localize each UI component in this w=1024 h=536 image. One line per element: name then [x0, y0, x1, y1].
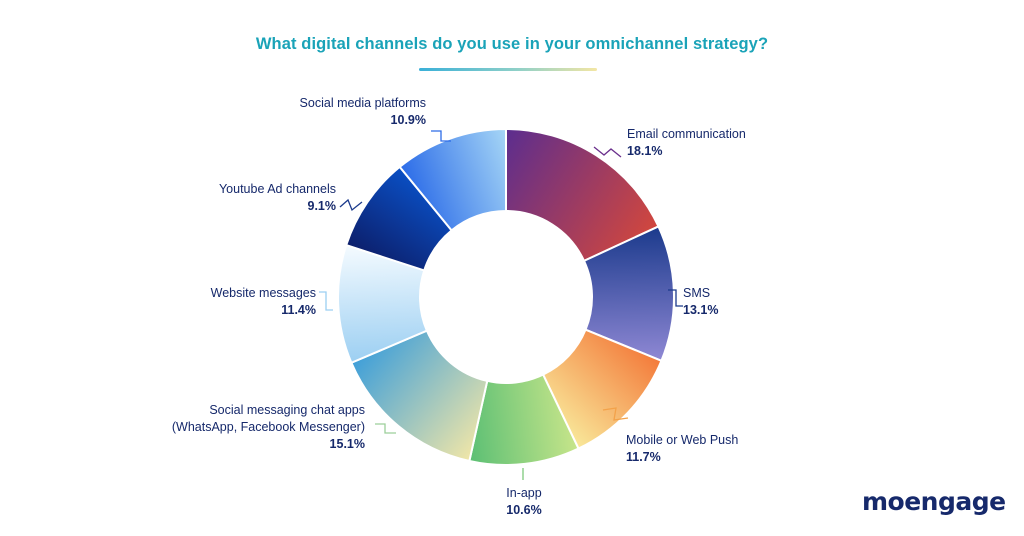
- moengage-logo: moengage: [862, 487, 1006, 516]
- slice-label: Social messaging chat apps (WhatsApp, Fac…: [172, 402, 365, 453]
- slice-percent: 11.4%: [281, 303, 316, 317]
- slice-label-text: Mobile or Web Push: [626, 433, 739, 447]
- connector-line: [602, 407, 629, 421]
- slice-label-text: Email communication: [627, 127, 746, 141]
- slice-label-text: Youtube Ad channels: [218, 182, 336, 196]
- slice-label: Mobile or Web Push 11.7%: [626, 432, 738, 466]
- slice-label-text: SMS: [683, 286, 711, 300]
- slice-percent: 13.1%: [683, 303, 719, 317]
- slice-label-text: Social media platforms: [299, 96, 426, 110]
- slice-percent: 10.9%: [390, 113, 426, 127]
- slice-label-text: (WhatsApp, Facebook Messenger): [171, 420, 365, 434]
- chart-title: What digital channels do you use in your…: [255, 35, 769, 53]
- slice-label-text: In-app: [506, 486, 542, 500]
- connector-line: [668, 289, 683, 307]
- slice-percent: 18.1%: [627, 144, 663, 158]
- slice-percent: 10.6%: [506, 503, 542, 517]
- connector-line: [593, 146, 622, 158]
- slice-label: Social media platforms 10.9%: [300, 95, 426, 129]
- connector-line: [375, 423, 396, 434]
- slice-label: SMS 13.1%: [683, 285, 718, 319]
- slice-label: Website messages 11.4%: [211, 285, 316, 319]
- slice-label: In-app 10.6%: [464, 485, 584, 519]
- connector-line: [431, 130, 451, 142]
- slice-percent: 15.1%: [329, 437, 365, 451]
- title-underline: [419, 68, 597, 71]
- slice-label: Email communication 18.1%: [627, 126, 746, 160]
- connector-line: [319, 291, 333, 311]
- slice-percent: 9.1%: [307, 199, 337, 213]
- slice-email-communication: [505, 127, 660, 263]
- slice-label-text: Social messaging chat apps: [209, 403, 365, 417]
- slice-label: Youtube Ad channels 9.1%: [219, 181, 336, 215]
- slice-label-text: Website messages: [210, 286, 316, 300]
- connector-line: [339, 198, 363, 212]
- slice-social-media-platforms: [398, 127, 507, 232]
- slice-percent: 11.7%: [626, 450, 661, 464]
